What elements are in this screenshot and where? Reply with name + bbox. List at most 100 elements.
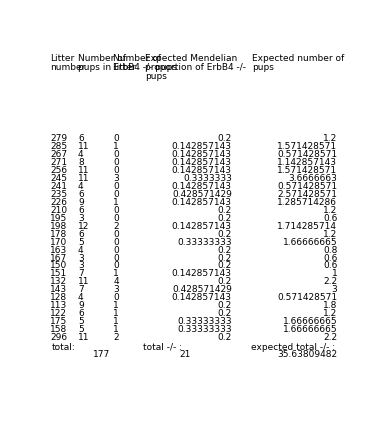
Text: pups: pups — [252, 63, 274, 72]
Text: 3: 3 — [78, 261, 84, 270]
Text: 0.428571429: 0.428571429 — [172, 286, 232, 294]
Text: 1: 1 — [113, 302, 119, 310]
Text: 5: 5 — [78, 325, 84, 334]
Text: 271: 271 — [50, 158, 67, 167]
Text: 3: 3 — [113, 174, 119, 183]
Text: 1.66666665: 1.66666665 — [283, 238, 337, 247]
Text: 0: 0 — [113, 166, 119, 175]
Text: 296: 296 — [50, 333, 67, 342]
Text: 2: 2 — [113, 333, 119, 342]
Text: 12: 12 — [78, 222, 89, 231]
Text: 3: 3 — [78, 253, 84, 263]
Text: 6: 6 — [78, 206, 84, 214]
Text: 3.6666663: 3.6666663 — [288, 174, 337, 183]
Text: 267: 267 — [50, 150, 67, 159]
Text: 5: 5 — [78, 238, 84, 247]
Text: 167: 167 — [50, 253, 67, 263]
Text: 241: 241 — [50, 182, 67, 191]
Text: 2.2: 2.2 — [323, 277, 337, 286]
Text: 4: 4 — [78, 294, 84, 302]
Text: 11: 11 — [78, 166, 90, 175]
Text: 0.142857143: 0.142857143 — [172, 150, 232, 159]
Text: 0: 0 — [113, 190, 119, 199]
Text: 1: 1 — [113, 317, 119, 327]
Text: 0.6: 0.6 — [323, 261, 337, 270]
Text: 285: 285 — [50, 142, 67, 151]
Text: 0.2: 0.2 — [218, 309, 232, 319]
Text: 175: 175 — [50, 317, 67, 327]
Text: ErbB4 -/- pups: ErbB4 -/- pups — [113, 63, 177, 72]
Text: 3: 3 — [113, 286, 119, 294]
Text: 1.66666665: 1.66666665 — [283, 317, 337, 327]
Text: 151: 151 — [50, 269, 67, 278]
Text: 1.142857143: 1.142857143 — [277, 158, 337, 167]
Text: 0.6: 0.6 — [323, 253, 337, 263]
Text: 0: 0 — [113, 261, 119, 270]
Text: 0: 0 — [113, 230, 119, 239]
Text: 132: 132 — [50, 277, 67, 286]
Text: 170: 170 — [50, 238, 67, 247]
Text: 0.142857143: 0.142857143 — [172, 269, 232, 278]
Text: 122: 122 — [50, 309, 67, 319]
Text: 2.2: 2.2 — [323, 333, 337, 342]
Text: proportion of ErbB4 -/-: proportion of ErbB4 -/- — [146, 63, 246, 72]
Text: 0.2: 0.2 — [218, 134, 232, 143]
Text: 2: 2 — [113, 222, 119, 231]
Text: 1: 1 — [113, 325, 119, 334]
Text: 0.3333333: 0.3333333 — [183, 174, 232, 183]
Text: 0.142857143: 0.142857143 — [172, 158, 232, 167]
Text: 1.285714286: 1.285714286 — [277, 198, 337, 207]
Text: 0.2: 0.2 — [218, 214, 232, 222]
Text: 0: 0 — [113, 150, 119, 159]
Text: 0.2: 0.2 — [218, 230, 232, 239]
Text: 6: 6 — [78, 134, 84, 143]
Text: 0.428571429: 0.428571429 — [172, 190, 232, 199]
Text: 279: 279 — [50, 134, 67, 143]
Text: Number of: Number of — [78, 54, 126, 63]
Text: 113: 113 — [50, 302, 67, 310]
Text: 4: 4 — [78, 150, 84, 159]
Text: 0: 0 — [113, 158, 119, 167]
Text: total -/- :: total -/- : — [144, 343, 183, 352]
Text: 158: 158 — [50, 325, 67, 334]
Text: 0.142857143: 0.142857143 — [172, 182, 232, 191]
Text: 0.33333333: 0.33333333 — [177, 238, 232, 247]
Text: 9: 9 — [78, 302, 84, 310]
Text: 0.2: 0.2 — [218, 333, 232, 342]
Text: 0: 0 — [113, 214, 119, 222]
Text: 128: 128 — [50, 294, 67, 302]
Text: 11: 11 — [78, 277, 90, 286]
Text: 0.142857143: 0.142857143 — [172, 198, 232, 207]
Text: 0.571428571: 0.571428571 — [277, 182, 337, 191]
Text: 177: 177 — [93, 350, 110, 359]
Text: 1: 1 — [113, 309, 119, 319]
Text: pups in litter: pups in litter — [78, 63, 136, 72]
Text: 4: 4 — [113, 277, 119, 286]
Text: Expected Mendelian: Expected Mendelian — [146, 54, 238, 63]
Text: 1.2: 1.2 — [323, 206, 337, 214]
Text: 0: 0 — [113, 238, 119, 247]
Text: 1.571428571: 1.571428571 — [277, 142, 337, 151]
Text: 1: 1 — [113, 142, 119, 151]
Text: 6: 6 — [78, 309, 84, 319]
Text: 0.33333333: 0.33333333 — [177, 317, 232, 327]
Text: total:: total: — [51, 343, 75, 352]
Text: 6: 6 — [78, 190, 84, 199]
Text: 1: 1 — [113, 269, 119, 278]
Text: 0.33333333: 0.33333333 — [177, 325, 232, 334]
Text: Number of: Number of — [113, 54, 161, 63]
Text: 178: 178 — [50, 230, 67, 239]
Text: 4: 4 — [78, 245, 84, 255]
Text: 11: 11 — [78, 333, 90, 342]
Text: 4: 4 — [78, 182, 84, 191]
Text: 3: 3 — [332, 286, 337, 294]
Text: 195: 195 — [50, 214, 67, 222]
Text: 0.2: 0.2 — [218, 245, 232, 255]
Text: 0.571428571: 0.571428571 — [277, 294, 337, 302]
Text: 0.2: 0.2 — [218, 277, 232, 286]
Text: 2.571428571: 2.571428571 — [277, 190, 337, 199]
Text: 3: 3 — [78, 214, 84, 222]
Text: 226: 226 — [50, 198, 67, 207]
Text: 0.6: 0.6 — [323, 214, 337, 222]
Text: 0: 0 — [113, 182, 119, 191]
